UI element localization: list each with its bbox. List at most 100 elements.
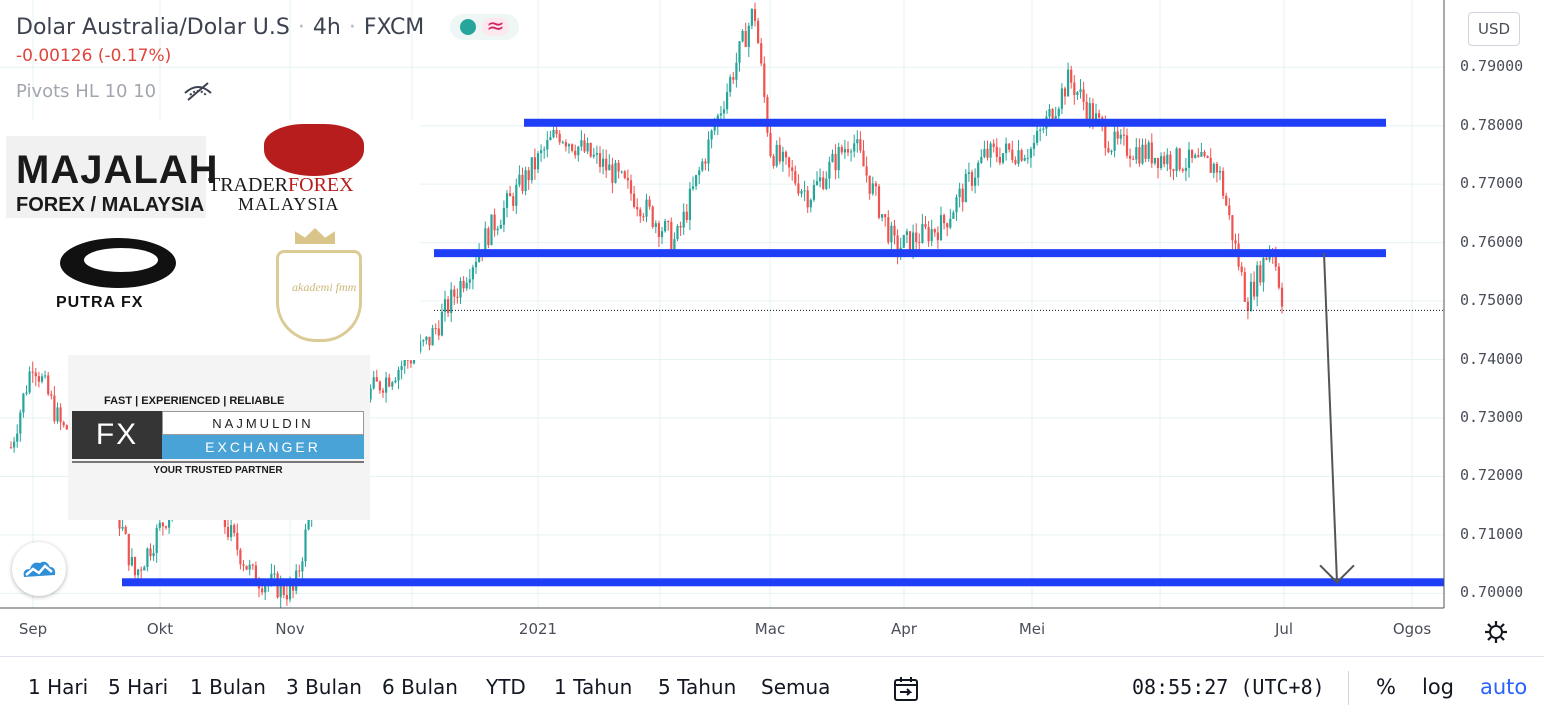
candle-body [781, 151, 784, 162]
clock-timezone[interactable]: 08:55:27 (UTC+8) [1132, 675, 1325, 699]
market-status-pill[interactable]: ≈ [450, 14, 519, 40]
candle-body [558, 133, 561, 143]
candle-body [521, 174, 524, 192]
log-scale-toggle[interactable]: log [1422, 675, 1455, 699]
candle-body [574, 150, 577, 156]
gear-icon[interactable] [1484, 620, 1508, 644]
candle-body [719, 113, 722, 116]
candle-body [750, 9, 753, 26]
time-tick-label: Mei [1018, 620, 1046, 638]
symbol-name[interactable]: Dolar Australia/Dolar U.S [16, 14, 290, 40]
indicator-name[interactable]: Pivots HL 10 10 [16, 80, 157, 102]
candle-body [998, 156, 1001, 163]
candle-body [245, 565, 248, 570]
candle-body [1218, 170, 1222, 173]
candle-body [691, 186, 695, 189]
candle-body [137, 569, 140, 576]
candle-body [726, 92, 729, 110]
najm-partner-text: YOUR TRUSTED PARTNER [72, 461, 364, 476]
candle-body [567, 144, 571, 147]
candle-body [499, 224, 502, 229]
auto-scale-toggle[interactable]: auto [1480, 675, 1528, 699]
candle-body [1138, 147, 1141, 164]
candle-body [1240, 266, 1243, 273]
candle-body [471, 267, 474, 280]
candle-body [1001, 153, 1005, 163]
candle-body [1222, 170, 1225, 196]
candle-body [403, 357, 406, 367]
price-tick-label: 0.76000 [1460, 232, 1524, 251]
candle-body [803, 190, 806, 192]
candle-body [13, 441, 16, 448]
tradingview-logo-button[interactable] [12, 542, 66, 596]
candle-body [1063, 88, 1067, 97]
indicator-legend[interactable]: Pivots HL 10 10 [16, 80, 519, 102]
price-tick-label: 0.72000 [1460, 466, 1524, 485]
candle-body [843, 149, 846, 153]
legend-header: Dolar Australia/Dolar U.S · 4h · FXCM ≈ … [16, 14, 519, 102]
candle-body [961, 188, 964, 203]
candle-body [236, 532, 239, 550]
candle-body [391, 382, 394, 387]
candle-body [419, 341, 422, 352]
projection-arrow [1319, 253, 1355, 584]
candle-body [1079, 89, 1082, 93]
range-6m-button[interactable]: 6 Bulan [382, 675, 458, 699]
candle-body [955, 197, 958, 213]
range-3m-button[interactable]: 3 Bulan [286, 675, 362, 699]
interval-label[interactable]: 4h [312, 14, 341, 40]
candle-body [713, 126, 716, 131]
range-5d-button[interactable]: 5 Hari [108, 675, 169, 699]
range-1y-button[interactable]: 1 Tahun [554, 675, 633, 699]
candle-body [512, 196, 515, 206]
candle-body [598, 153, 602, 167]
candle-body [970, 172, 974, 186]
candle-body [279, 581, 282, 598]
price-axis[interactable]: 0.79000 0.78000 0.77000 0.76000 0.75000 0.740… [1446, 0, 1544, 608]
candle-body [484, 228, 487, 254]
range-all-button[interactable]: Semua [761, 675, 831, 699]
candle-body [385, 377, 388, 393]
time-tick-label: Apr [891, 620, 917, 638]
candle-body [273, 573, 276, 575]
candle-body [651, 206, 654, 227]
bottom-toolbar: 1 Hari 5 Hari 1 Bulan 3 Bulan 6 Bulan YT… [0, 656, 1544, 721]
range-ytd-button[interactable]: YTD [486, 675, 526, 699]
candle-body [757, 20, 760, 44]
range-1m-button[interactable]: 1 Bulan [190, 675, 266, 699]
candle-body [1110, 150, 1113, 153]
candle-body [1262, 257, 1265, 283]
sponsor-logos-panel: MAJALAH FOREX / MALAYSIA TRADERFOREX MAL… [0, 120, 420, 360]
exchange-label: FXCM [363, 14, 425, 40]
candle-body [397, 369, 400, 381]
candle-body [1175, 148, 1178, 171]
symbol-title-row[interactable]: Dolar Australia/Dolar U.S · 4h · FXCM ≈ [16, 14, 519, 40]
percent-scale-toggle[interactable]: % [1376, 675, 1396, 699]
candle-body [1169, 154, 1172, 170]
calendar-goto-icon[interactable] [892, 675, 920, 703]
approx-wave-icon: ≈ [482, 16, 509, 38]
candle-body [701, 161, 704, 171]
currency-button[interactable]: USD [1468, 12, 1520, 46]
candle-body [65, 425, 68, 430]
candle-body [1265, 257, 1268, 260]
candle-body [648, 199, 651, 207]
candle-body [298, 570, 301, 572]
candle-body [546, 140, 549, 150]
candle-body [1091, 103, 1094, 123]
candle-body [1113, 131, 1116, 151]
candle-body [254, 565, 257, 585]
candle-body [502, 207, 505, 225]
support-resistance-line [434, 249, 1386, 258]
candle-body [626, 178, 629, 181]
candle-body [248, 564, 251, 570]
range-1d-button[interactable]: 1 Hari [28, 675, 89, 699]
eye-crossed-icon[interactable] [182, 80, 214, 102]
candle-body [688, 188, 691, 220]
range-5y-button[interactable]: 5 Tahun [658, 675, 737, 699]
candle-body [22, 393, 25, 413]
tiger-icon [264, 124, 364, 176]
najmuldin-exchanger-logo: FAST | EXPERIENCED | RELIABLE FX NAJMULD… [68, 355, 370, 520]
candle-body [1249, 281, 1253, 311]
